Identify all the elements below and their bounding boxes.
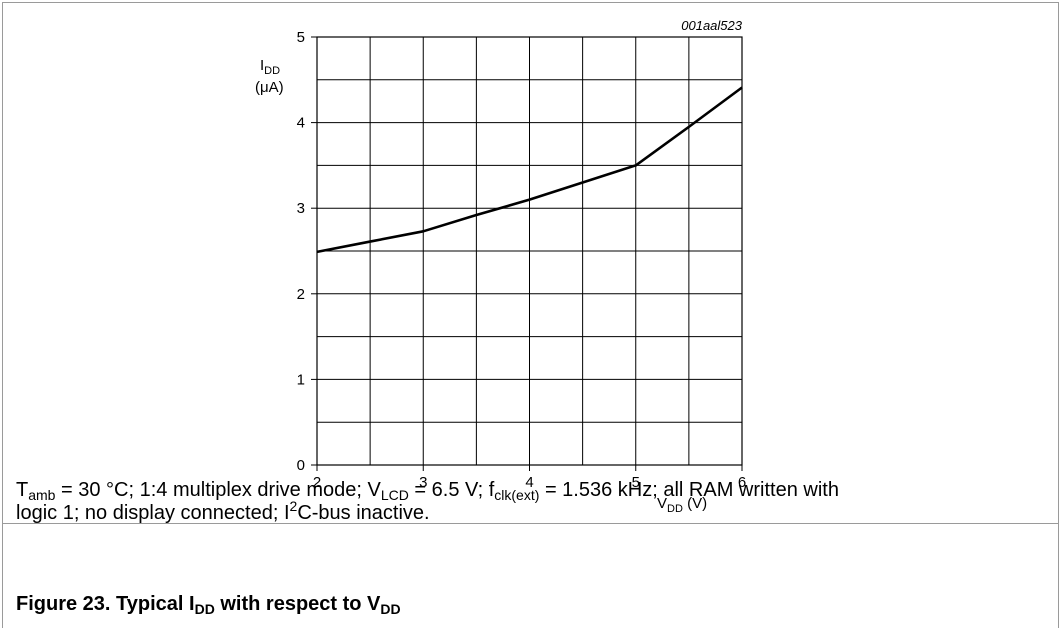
y-tick-label: 2: [297, 286, 305, 303]
x-tick-label: 3: [419, 474, 427, 491]
figure-code: 001aal523: [681, 18, 742, 33]
chart: 2 3 4 5 6 0 1 2 3 4 5 001aal523 IDD (μA) VDD (V): [255, 18, 746, 515]
caption-conditions-part: LCD: [380, 487, 409, 503]
caption-conditions-part: logic 1; no display connected; I: [16, 502, 290, 524]
x-tick-label: 4: [525, 474, 533, 491]
x-axis-label: VDD (V): [657, 495, 707, 515]
y-tick-label: 1: [297, 371, 305, 388]
caption-conditions-line-2: logic 1; no display connected; I2C-bus i…: [16, 498, 430, 526]
y-axis-label: IDD: [260, 57, 280, 77]
x-tick-label: 2: [313, 474, 321, 491]
y-tick-label: 3: [297, 200, 305, 217]
caption-conditions-part: T: [16, 479, 29, 501]
y-tick-label: 4: [297, 115, 305, 132]
y-tick-label: 5: [297, 29, 305, 46]
figure-title-part: DD: [380, 601, 401, 617]
y-tick-label: 0: [297, 457, 305, 474]
caption-conditions-line-1: Tamb = 30 °C; 1:4 multiplex drive mode; …: [16, 477, 839, 503]
caption-conditions-part: clk(ext): [494, 487, 540, 503]
caption-conditions-part: = 1.536 kHz; all RAM written with: [539, 479, 839, 501]
x-tick-label: 5: [632, 474, 640, 491]
caption-divider: [3, 523, 1059, 524]
x-tick-label: 6: [738, 474, 746, 491]
caption-conditions-part: = 30 °C; 1:4 multiplex drive mode; V: [55, 479, 381, 501]
y-axis-unit: (μA): [255, 79, 284, 96]
figure-title-part: DD: [194, 601, 215, 617]
figure-title: Figure 23. Typical IDD with respect to V…: [16, 593, 401, 616]
caption-conditions-part: C-bus inactive.: [297, 502, 430, 524]
caption-conditions-part: amb: [28, 487, 56, 503]
caption-conditions-part: = 6.5 V; f: [408, 479, 495, 501]
series-line: [316, 86, 743, 254]
caption-conditions-part: 2: [289, 498, 298, 514]
figure-title-part: Figure 23. Typical I: [16, 593, 195, 615]
figure-title-part: with respect to V: [214, 593, 381, 615]
